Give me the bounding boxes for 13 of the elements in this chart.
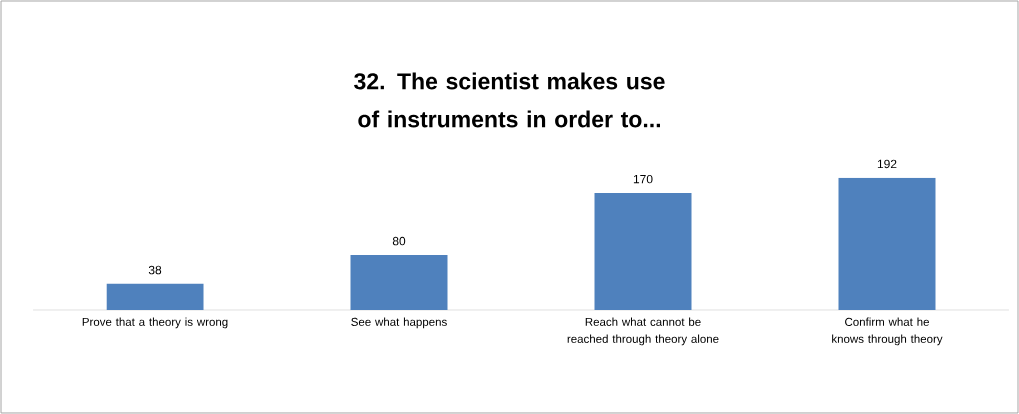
data-label: 38	[148, 265, 162, 275]
chart-title: 32. The scientist makes use of instruments in order to...	[354, 72, 665, 128]
x-tick-label: Prove that a theory is wrong	[82, 317, 228, 329]
bar	[594, 192, 692, 310]
data-label: 170	[633, 174, 653, 184]
bar	[106, 283, 204, 310]
x-tick-label: See what happens	[351, 317, 447, 329]
x-tick-label: Confirm what he knows through theory	[832, 317, 943, 346]
x-tick-label: Reach what cannot be reached through theory alone	[567, 317, 719, 346]
data-label: 80	[392, 236, 406, 246]
data-label: 192	[877, 159, 897, 169]
bar	[350, 254, 448, 310]
bar	[838, 177, 936, 310]
